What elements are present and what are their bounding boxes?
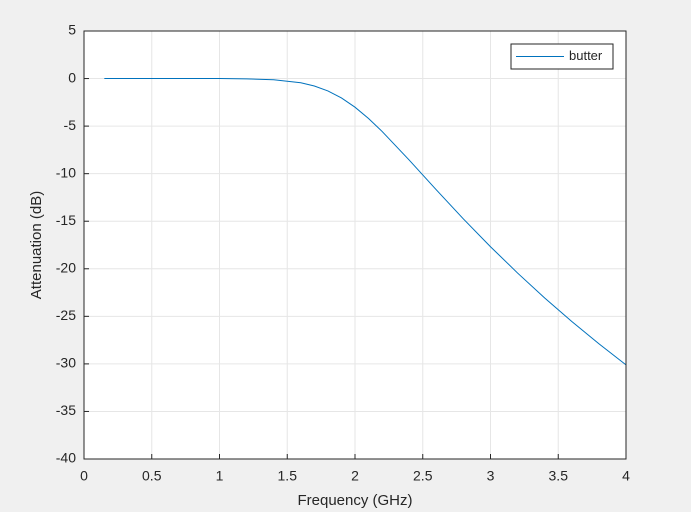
y-tick-label: 5	[68, 22, 76, 38]
y-tick-label: -10	[56, 164, 76, 180]
y-tick-label: -40	[56, 450, 76, 466]
x-tick-label: 2	[351, 468, 359, 484]
x-tick-label: 4	[622, 468, 630, 484]
y-tick-label: -25	[56, 307, 76, 323]
x-tick-label: 1	[216, 468, 224, 484]
x-tick-label: 3.5	[549, 468, 569, 484]
x-tick-label: 0.5	[142, 468, 162, 484]
y-tick-label: 0	[68, 69, 76, 85]
y-tick-label: -20	[56, 259, 76, 275]
y-tick-label: -5	[64, 117, 77, 133]
y-tick-label: -30	[56, 355, 76, 371]
x-tick-label: 1.5	[278, 468, 298, 484]
y-tick-label: -35	[56, 402, 76, 418]
x-tick-label: 3	[487, 468, 495, 484]
y-tick-label: -15	[56, 212, 76, 228]
x-tick-label: 0	[80, 468, 88, 484]
x-axis-label: Frequency (GHz)	[297, 492, 412, 509]
legend-label: butter	[569, 48, 603, 63]
x-tick-label: 2.5	[413, 468, 433, 484]
line-series	[104, 78, 627, 366]
y-axis-label: Attenuation (dB)	[28, 191, 45, 299]
